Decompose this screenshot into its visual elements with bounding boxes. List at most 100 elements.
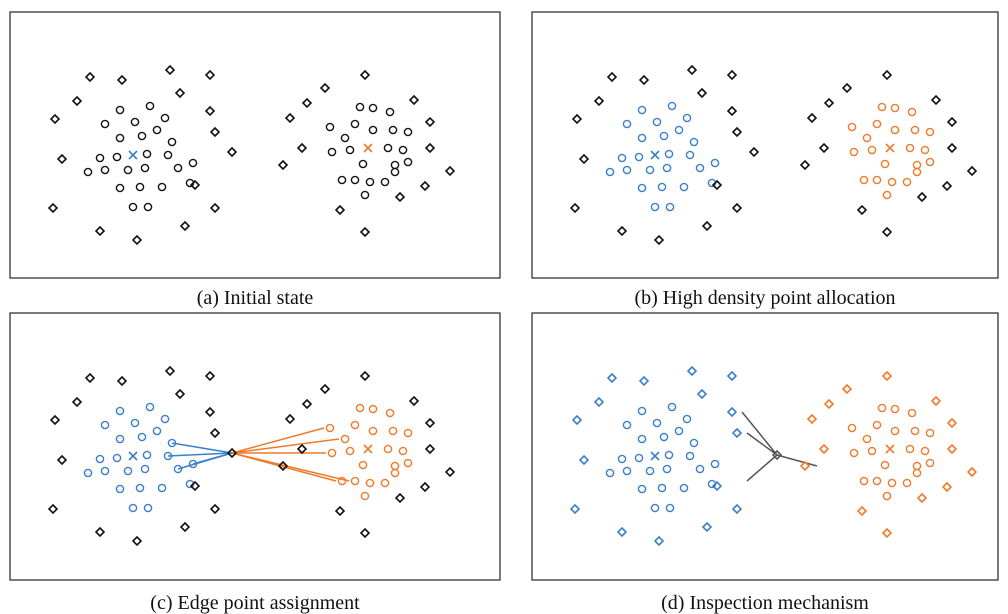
point-circle [390, 461, 400, 471]
point-diamond [818, 443, 830, 455]
caption: (c) Edge point assignment [150, 592, 360, 614]
point-diamond [204, 406, 216, 418]
point-diamond [424, 443, 436, 455]
point-circle [403, 458, 413, 468]
point-circle [135, 483, 145, 493]
point-circle [622, 165, 632, 175]
point-circle [912, 468, 922, 478]
point-circle [667, 402, 677, 412]
point-diamond [284, 413, 296, 425]
point-circle [157, 182, 167, 192]
point-circle [872, 119, 882, 129]
point-diamond [334, 505, 346, 517]
point-diamond [881, 226, 893, 238]
point-circle [142, 450, 152, 460]
point-diamond [419, 180, 431, 192]
point-circle [398, 145, 408, 155]
point-circle [173, 163, 183, 173]
point-diamond [424, 142, 436, 154]
point-circle [100, 466, 110, 476]
point-circle [140, 464, 150, 474]
point-circle [143, 202, 153, 212]
link [167, 452, 233, 457]
point-circle [872, 175, 882, 185]
point-diamond [174, 87, 186, 99]
point-circle [662, 464, 672, 474]
point-circle [360, 491, 370, 501]
point-diamond [226, 447, 238, 459]
point-diamond [424, 417, 436, 429]
caption: (a) Initial state [197, 287, 314, 309]
point-diamond [131, 535, 143, 547]
point-circle [115, 484, 125, 494]
point-circle [912, 160, 922, 170]
point-circle [650, 503, 660, 513]
point-circle [345, 446, 355, 456]
point-circle [664, 149, 674, 159]
point-circle [910, 426, 920, 436]
point-diamond [881, 370, 893, 382]
point-diamond [841, 82, 853, 94]
point-diamond [841, 383, 853, 395]
point-circle [662, 163, 672, 173]
point-circle [167, 438, 177, 448]
point-circle [380, 177, 390, 187]
point-circle [142, 149, 152, 159]
point-diamond [711, 480, 723, 492]
point-circle [337, 476, 347, 486]
point-circle [115, 406, 125, 416]
point-circle [365, 177, 375, 187]
point-diamond [711, 179, 723, 191]
point-diamond [653, 535, 665, 547]
centroid [650, 150, 660, 160]
point-circle [398, 446, 408, 456]
point-diamond [806, 413, 818, 425]
point-diamond [116, 375, 128, 387]
point-diamond [277, 460, 289, 472]
point-circle [340, 133, 350, 143]
point-circle [710, 158, 720, 168]
link [741, 411, 778, 456]
point-circle [925, 157, 935, 167]
point-diamond [424, 116, 436, 128]
point-circle [112, 453, 122, 463]
point-circle [674, 125, 684, 135]
point-diamond [578, 454, 590, 466]
point-circle [340, 434, 350, 444]
point-diamond [209, 427, 221, 439]
point-diamond [726, 370, 738, 382]
point-circle [887, 478, 897, 488]
point-diamond [726, 406, 738, 418]
point-circle [130, 418, 140, 428]
point-diamond [394, 492, 406, 504]
point-circle [695, 163, 705, 173]
point-circle [849, 147, 859, 157]
point-diamond [916, 492, 928, 504]
point-circle [380, 478, 390, 488]
point-circle [188, 459, 198, 469]
centroid [885, 444, 895, 454]
point-circle [368, 125, 378, 135]
point-circle [390, 160, 400, 170]
point-diamond [204, 370, 216, 382]
point-diamond [818, 142, 830, 154]
point-circle [100, 420, 110, 430]
point-diamond [823, 398, 835, 410]
point-diamond [799, 159, 811, 171]
point-diamond [696, 87, 708, 99]
point-diamond [569, 503, 581, 515]
point-circle [667, 101, 677, 111]
panel-frame [531, 312, 999, 581]
point-circle [368, 426, 378, 436]
point-circle [350, 476, 360, 486]
panel-frame [9, 11, 501, 279]
point-circle [657, 182, 667, 192]
point-circle [115, 105, 125, 115]
point-circle [634, 152, 644, 162]
point-diamond [94, 225, 106, 237]
point-diamond [94, 526, 106, 538]
point-circle [710, 459, 720, 469]
point-circle [173, 464, 183, 474]
point-circle [912, 167, 922, 177]
